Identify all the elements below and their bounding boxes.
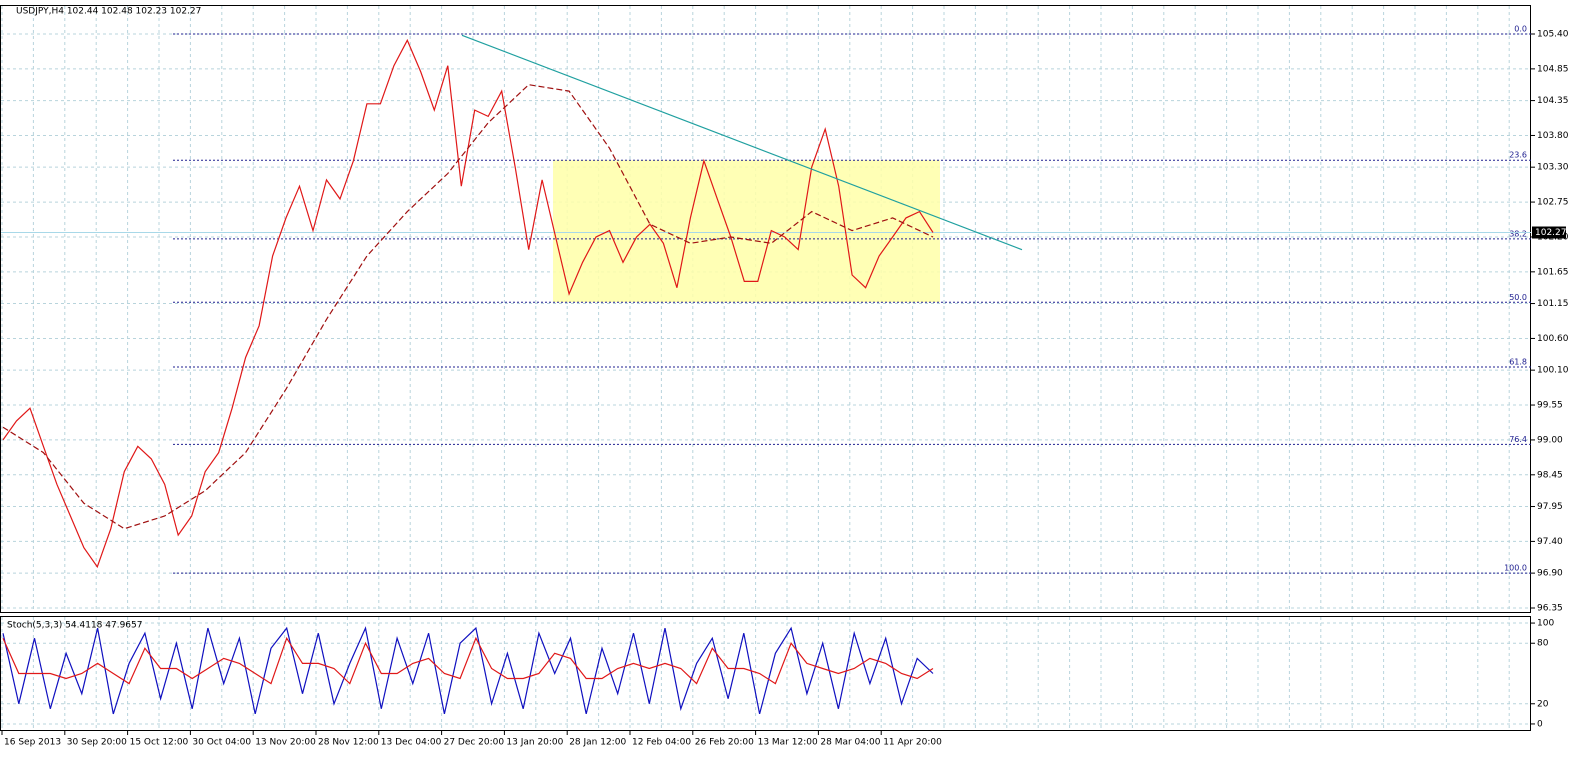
x-tick-label: 13 Nov 20:00 [255, 738, 316, 748]
fib-label: 0.0 [1514, 24, 1527, 33]
y-tick-label: 99.00 [1537, 435, 1563, 445]
y-tick-label: 0 [1537, 719, 1543, 729]
stoch-title: Stoch(5,3,3) 54.4118 47.9657 [7, 621, 142, 631]
y-tick-label: 98.45 [1537, 470, 1563, 480]
fib-label: 38.2 [1509, 229, 1527, 238]
y-tick-label: 96.90 [1537, 569, 1563, 579]
y-tick-label: 102.75 [1537, 198, 1569, 208]
y-tick-label: 105.40 [1537, 29, 1569, 39]
y-tick-label: 103.30 [1537, 163, 1569, 173]
x-tick-label: 28 Mar 04:00 [820, 738, 880, 748]
stoch-frame [0, 616, 1531, 731]
y-tick-label: 101.65 [1537, 267, 1569, 277]
y-tick-label: 80 [1537, 639, 1549, 649]
x-tick-label: 27 Dec 20:00 [444, 738, 505, 748]
fib-label: 76.4 [1509, 435, 1527, 444]
x-tick-label: 26 Feb 20:00 [695, 738, 754, 748]
x-tick-label: 28 Nov 12:00 [318, 738, 379, 748]
x-tick-label: 30 Oct 04:00 [192, 738, 251, 748]
main-frame [0, 5, 1531, 613]
x-tick-label: 13 Dec 04:00 [381, 738, 442, 748]
x-tick-label: 11 Apr 20:00 [883, 738, 942, 748]
x-tick-label: 15 Oct 12:00 [130, 738, 189, 748]
last-price-box [1532, 226, 1566, 239]
x-tick-label: 16 Sep 2013 [4, 738, 61, 748]
y-tick-label: 100.10 [1537, 366, 1569, 376]
y-tick-label: 100 [1537, 619, 1554, 629]
fib-label: 61.8 [1509, 357, 1527, 366]
y-tick-label: 96.35 [1537, 604, 1563, 614]
trendline [461, 34, 1023, 251]
y-tick-label: 103.80 [1537, 131, 1569, 141]
range-zone [553, 160, 940, 303]
x-tick-label: 12 Feb 04:00 [632, 738, 691, 748]
series-line [2, 636, 934, 685]
y-tick-label: 104.85 [1537, 64, 1569, 74]
x-tick-label: 28 Jan 12:00 [569, 738, 626, 748]
y-tick-label: 100.60 [1537, 334, 1569, 344]
x-tick-label: 13 Mar 12:00 [758, 738, 818, 748]
series-line [2, 626, 934, 715]
y-tick-label: 104.35 [1537, 96, 1569, 106]
fib-label: 23.6 [1509, 151, 1527, 160]
x-tick-label: 30 Sep 20:00 [67, 738, 127, 748]
series-line [2, 84, 934, 530]
fib-label: 100.0 [1504, 564, 1527, 573]
y-tick-label: 101.15 [1537, 299, 1569, 309]
chart-title: USDJPY,H4 102.44 102.48 102.23 102.27 [16, 7, 201, 17]
y-tick-label: 97.40 [1537, 537, 1563, 547]
fib-label: 50.0 [1509, 293, 1527, 302]
y-tick-label: 97.95 [1537, 502, 1563, 512]
last-price-label: 102.27 [1535, 228, 1567, 238]
y-tick-label: 99.55 [1537, 401, 1563, 411]
x-tick-label: 13 Jan 20:00 [506, 738, 563, 748]
y-tick-label: 20 [1537, 699, 1549, 709]
